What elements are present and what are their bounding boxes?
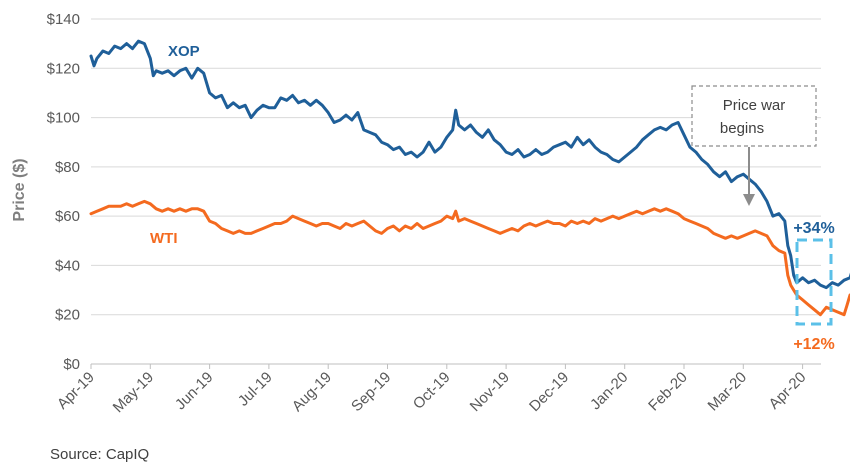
- y-tick-labels: $0 $20 $40 $60 $80 $100 $120 $140: [47, 11, 80, 373]
- series-lines: [89, 39, 850, 317]
- recent-change-highlight: [795, 238, 833, 326]
- x-tick-label: Oct-19: [410, 369, 454, 413]
- x-tick-labels: Apr-19 May-19 Jun-19 Jul-19 Aug-19 Sep-19 Oct-…: [54, 364, 809, 416]
- series-line-xop: [89, 39, 850, 290]
- annotation-line-1: Price war: [723, 97, 786, 114]
- x-tick-label: Dec-19: [526, 369, 572, 415]
- y-tick-label: $140: [47, 11, 80, 28]
- y-tick-label: $80: [55, 159, 80, 176]
- x-tick-label: Jan-20: [587, 369, 631, 413]
- source-note: Source: CapIQ: [50, 446, 150, 463]
- y-tick-label: $100: [47, 110, 80, 127]
- price-war-annotation: Price war begins: [691, 85, 817, 206]
- x-tick-label: Sep-19: [348, 369, 394, 415]
- y-tick-label: $60: [55, 208, 80, 225]
- x-tick-label: Nov-19: [467, 369, 513, 415]
- y-tick-label: $120: [47, 60, 80, 77]
- x-tick-label: Apr-20: [766, 369, 810, 413]
- x-tick-label: Jul-19: [235, 369, 276, 410]
- x-tick-label: Mar-20: [705, 369, 751, 415]
- line-chart: $0 $20 $40 $60 $80 $100 $120 $140 Price ($) Apr…: [11, 11, 850, 416]
- series-line-wti: [89, 199, 850, 317]
- y-tick-label: $40: [55, 257, 80, 274]
- x-tick-label: May-19: [110, 369, 157, 416]
- wti-change-label: +12%: [793, 336, 834, 353]
- y-tick-label: $20: [55, 307, 80, 324]
- series-label-xop: XOP: [168, 43, 200, 60]
- series-label-wti: WTI: [150, 230, 178, 247]
- y-axis-label: Price ($): [11, 158, 28, 221]
- annotation-line-2: begins: [720, 120, 764, 137]
- x-tick-label: Jun-19: [172, 369, 216, 413]
- xop-change-label: +34%: [793, 220, 834, 237]
- annotation-box: [691, 85, 817, 147]
- x-tick-label: Aug-19: [289, 369, 335, 415]
- annotation-arrowhead: [743, 194, 755, 206]
- x-tick-label: Apr-19: [54, 369, 98, 413]
- y-tick-label: $0: [63, 356, 80, 373]
- x-tick-label: Feb-20: [645, 369, 691, 415]
